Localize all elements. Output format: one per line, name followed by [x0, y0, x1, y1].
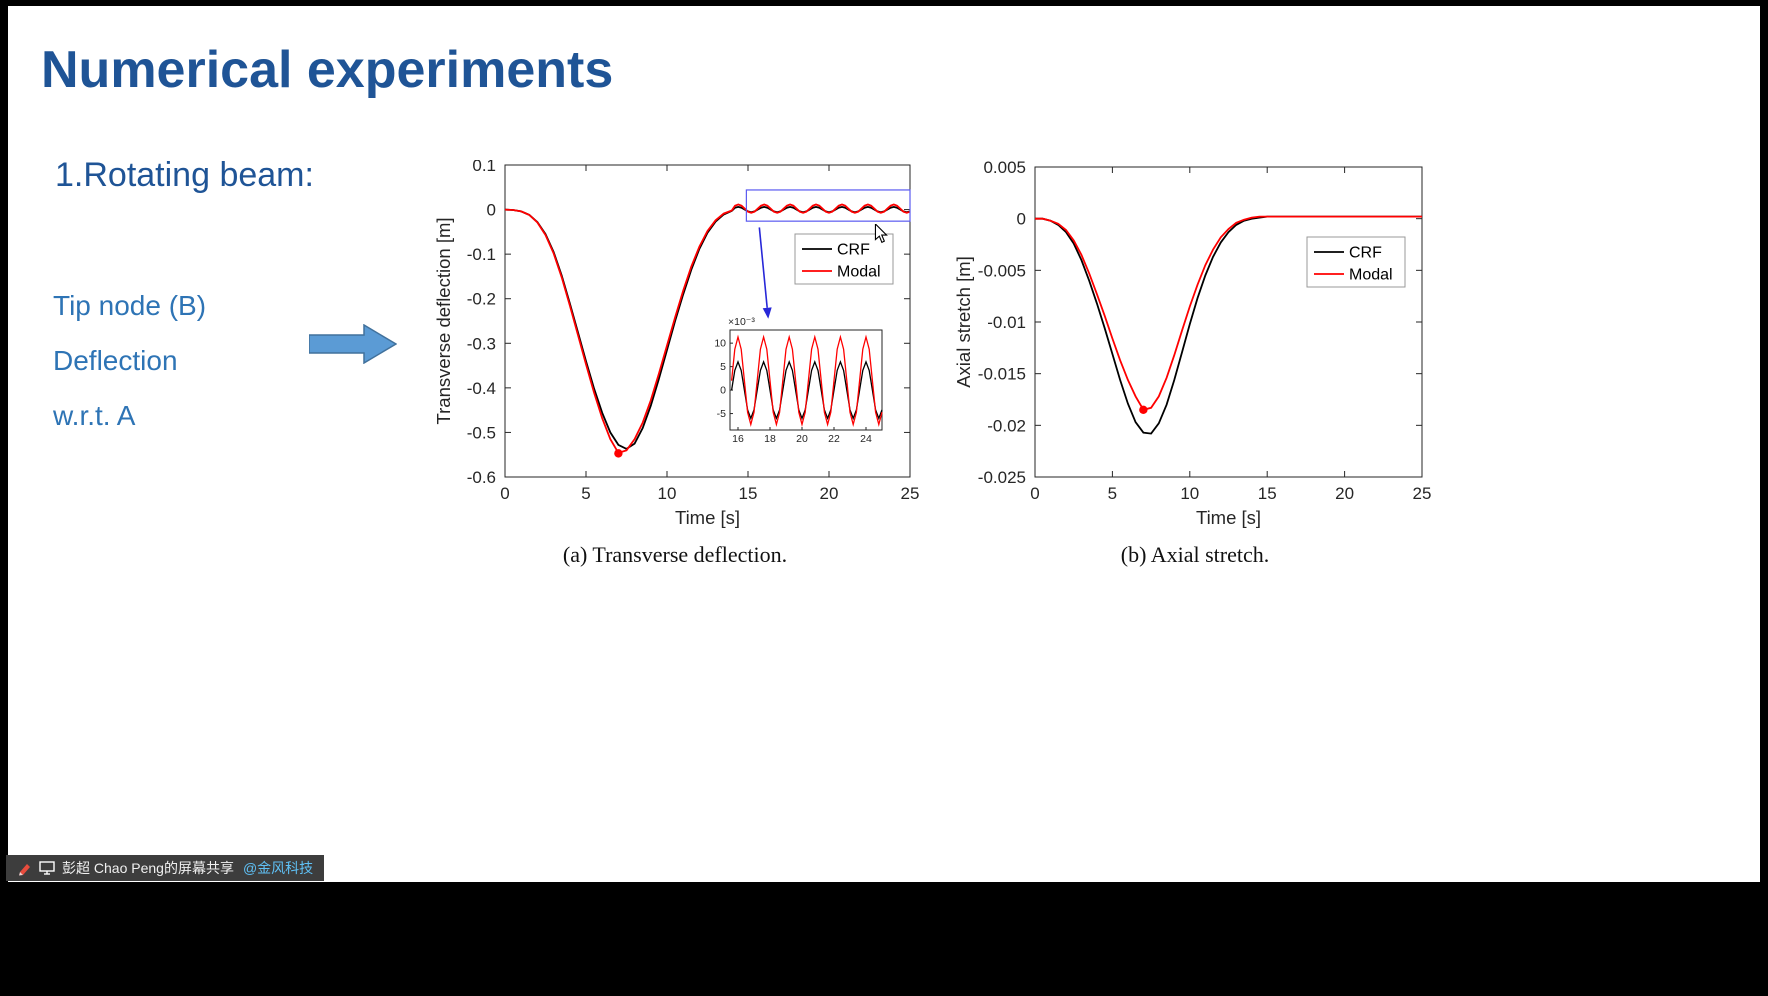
min-marker: [1139, 405, 1148, 415]
legend-box: [794, 233, 894, 285]
legend-box: [1306, 236, 1406, 288]
svg-text:24: 24: [860, 433, 872, 445]
svg-text:-0.01: -0.01: [987, 313, 1026, 332]
svg-text:0: 0: [1017, 210, 1026, 229]
min-marker: [614, 449, 623, 458]
svg-text:-0.1: -0.1: [467, 245, 496, 264]
caption-axial: (b) Axial stretch.: [1120, 542, 1270, 567]
bullet-list: Tip node (B) Deflection w.r.t. A: [53, 278, 206, 443]
svg-text:22: 22: [828, 433, 840, 445]
series-Modal: [1035, 215, 1422, 411]
y-axis-label: Axial stretch [m]: [953, 256, 974, 388]
screenshare-text: 彭超 Chao Peng的屏幕共享: [62, 860, 234, 876]
svg-text:-5: -5: [717, 408, 726, 420]
svg-text:0.1: 0.1: [472, 160, 496, 175]
svg-text:10: 10: [658, 484, 677, 503]
svg-text:0: 0: [1030, 484, 1039, 503]
zoom-arrow: [762, 307, 772, 319]
svg-text:-0.005: -0.005: [978, 261, 1026, 280]
svg-text:5: 5: [720, 361, 726, 373]
svg-text:25: 25: [1413, 484, 1432, 503]
svg-text:5: 5: [581, 484, 590, 503]
svg-text:20: 20: [1335, 484, 1354, 503]
svg-text:18: 18: [764, 433, 776, 445]
bullet-deflection: Deflection: [53, 345, 178, 376]
svg-text:-0.02: -0.02: [987, 416, 1026, 435]
bullet-tip-node: Tip node (B): [53, 290, 207, 321]
svg-text:-0.3: -0.3: [467, 334, 496, 353]
slide-subtitle: 1.Rotating beam:: [55, 156, 314, 194]
screenshare-toolbar[interactable]: 彭超 Chao Peng的屏幕共享 @金风科技: [6, 855, 325, 881]
svg-text:Modal: Modal: [837, 264, 881, 281]
svg-text:20: 20: [796, 433, 808, 445]
svg-text:CRF: CRF: [837, 242, 870, 259]
y-axis-label: Transverse deflection [m]: [433, 217, 454, 424]
zoom-region-box: [745, 189, 911, 222]
mouse-cursor: [874, 224, 888, 244]
svg-text:15: 15: [1258, 484, 1277, 503]
svg-text:20: 20: [820, 484, 839, 503]
x-axis-label: Time [s]: [1196, 507, 1261, 528]
screenshare-org-link[interactable]: @金风科技: [242, 860, 314, 876]
svg-text:10: 10: [1180, 484, 1199, 503]
svg-text:-0.025: -0.025: [978, 468, 1026, 487]
chart-transverse-deflection: 0 5 10 15 20 25 0.1 0 -0.1 -0.2 -0.3 -0.4 -0.5 -0.6 Ti…: [433, 160, 920, 528]
caption-transverse: (a) Transverse deflection.: [562, 542, 788, 567]
svg-text:5: 5: [1108, 484, 1117, 503]
x-axis-label: Time [s]: [675, 507, 740, 528]
svg-text:-0.4: -0.4: [467, 379, 496, 398]
inset-scale-label: ×10⁻³: [728, 316, 755, 328]
bullet-wrt-a: w.r.t. A: [53, 400, 136, 431]
slide: Numerical experiments 1.Rotating beam: T…: [8, 6, 1760, 882]
svg-text:15: 15: [739, 484, 758, 503]
svg-text:Modal: Modal: [1349, 267, 1393, 284]
svg-text:0: 0: [720, 385, 726, 397]
svg-text:CRF: CRF: [1349, 245, 1382, 262]
svg-text:0.005: 0.005: [983, 160, 1026, 177]
svg-text:-0.6: -0.6: [467, 468, 496, 487]
svg-text:-0.015: -0.015: [978, 365, 1026, 384]
svg-text:-0.2: -0.2: [467, 290, 496, 309]
svg-text:-0.5: -0.5: [467, 423, 496, 442]
svg-text:16: 16: [732, 433, 744, 445]
chart-axial-stretch: 0 5 10 15 20 25 0.005 0 -0.005 -0.01 -0.015 -0.02 -0…: [953, 160, 1432, 528]
plot-box: [1034, 166, 1423, 478]
annotation-pencil-icon: [19, 863, 30, 875]
svg-text:0: 0: [487, 201, 496, 220]
svg-text:25: 25: [901, 484, 920, 503]
slide-title: Numerical experiments: [41, 41, 614, 99]
right-arrow-icon: [308, 323, 398, 365]
screen-share-icon: [39, 861, 55, 875]
svg-text:10: 10: [714, 338, 726, 350]
svg-text:0: 0: [500, 484, 509, 503]
